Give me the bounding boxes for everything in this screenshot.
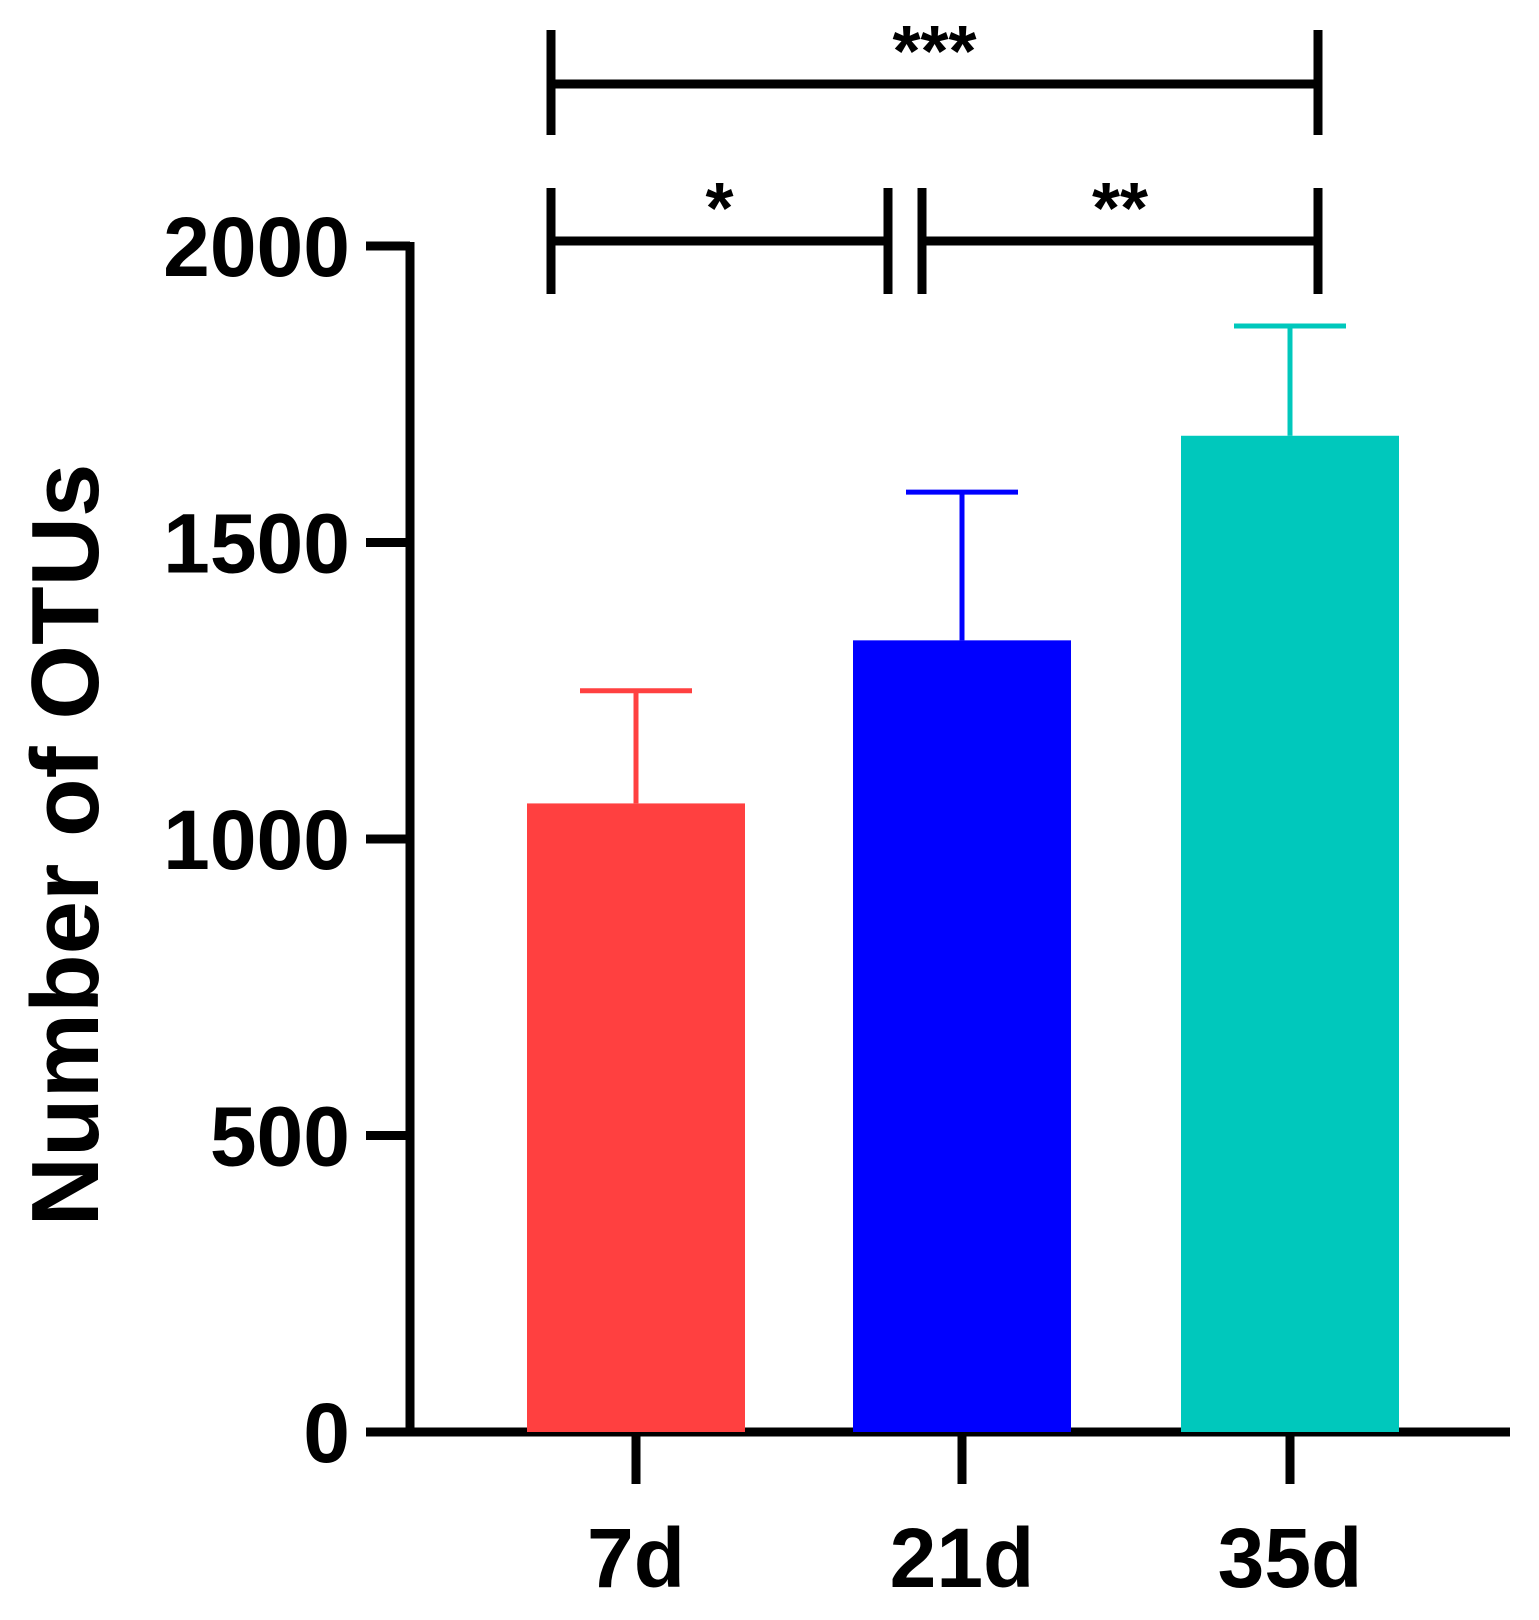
significance-label: ** — [1092, 169, 1148, 249]
significance-brackets: **** ** — [546, 12, 1323, 294]
significance-label: *** — [892, 12, 976, 92]
y-axis-label: Number of OTUs — [12, 464, 119, 1227]
y-tick-label-500: 500 — [210, 1090, 350, 1184]
y-tick-label-1000: 1000 — [163, 793, 350, 887]
bar-7d — [527, 803, 745, 1432]
significance-bracket-7d-21d: * — [546, 169, 893, 294]
y-tick-label-1500: 1500 — [163, 497, 350, 591]
significance-label: * — [705, 169, 733, 249]
axes: 0 500 1000 1500 2000 7d 21d 35d — [163, 200, 1510, 1605]
y-tick-label-2000: 2000 — [163, 200, 350, 294]
significance-bracket-7d-35d: *** — [546, 12, 1323, 135]
error-bar-35d — [1234, 323, 1346, 436]
error-bar-21d — [906, 489, 1018, 641]
bar-35d — [1181, 435, 1399, 1432]
x-tick-label-7d: 7d — [587, 1511, 685, 1605]
significance-bracket-21d-35d: ** — [917, 169, 1323, 294]
y-tick-label-0: 0 — [303, 1386, 350, 1480]
bar-21d — [853, 640, 1071, 1432]
x-tick-label-21d: 21d — [890, 1511, 1035, 1605]
bars — [527, 435, 1399, 1432]
error-bars — [580, 323, 1346, 804]
error-bar-7d — [580, 688, 692, 804]
x-tick-label-35d: 35d — [1218, 1511, 1363, 1605]
